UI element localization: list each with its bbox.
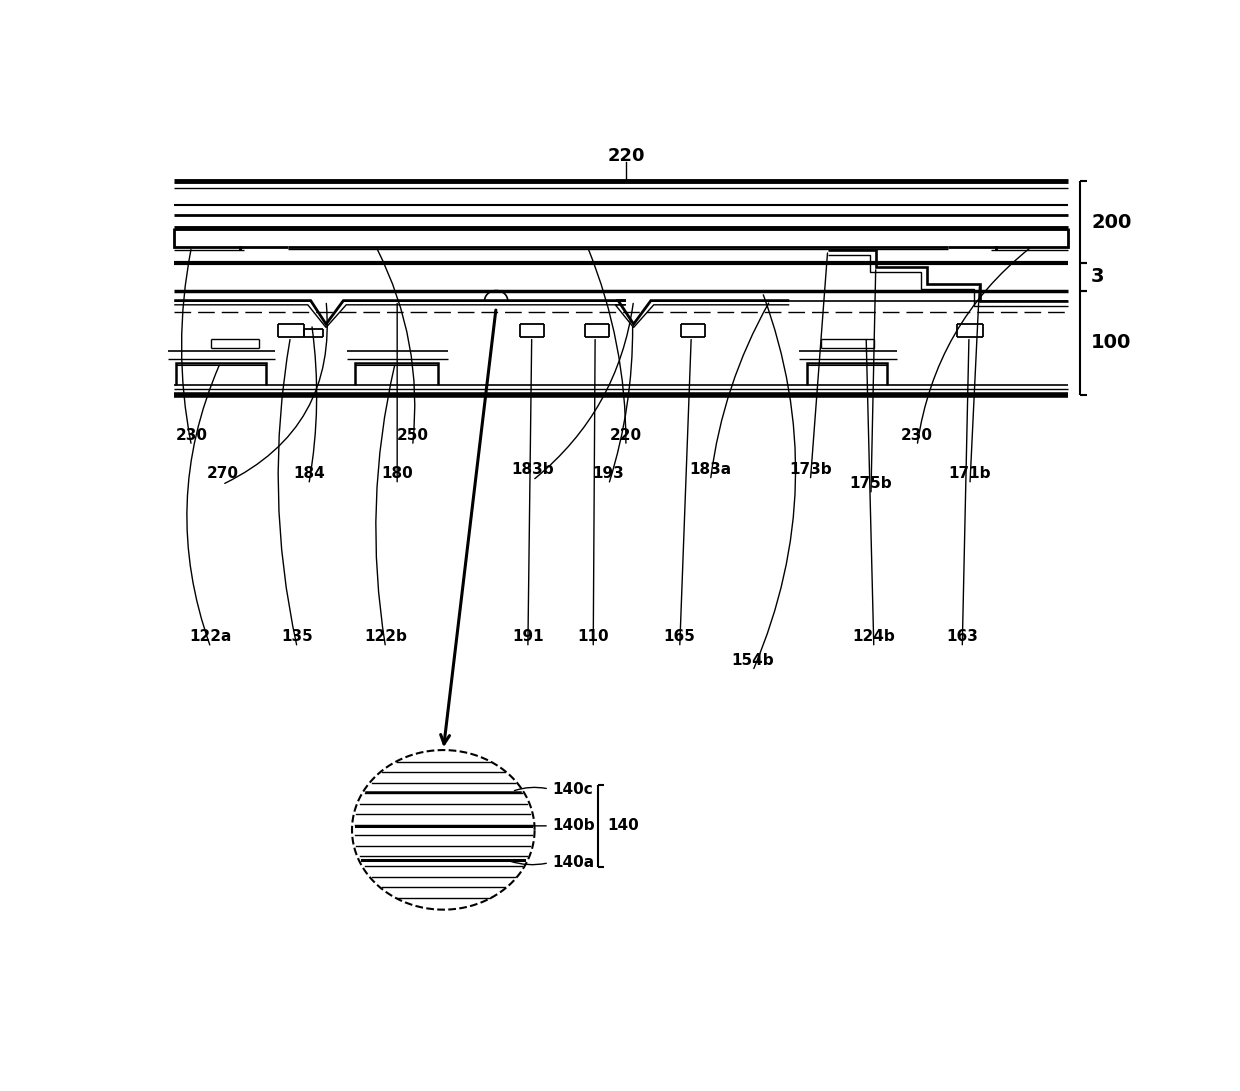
Text: 175b: 175b (849, 477, 893, 491)
Text: 122a: 122a (190, 630, 232, 644)
Text: 135: 135 (281, 630, 314, 644)
Text: 140c: 140c (552, 781, 593, 796)
Text: 140a: 140a (552, 855, 594, 871)
Text: 124b: 124b (852, 630, 895, 644)
Text: 230: 230 (176, 428, 207, 443)
Text: 193: 193 (593, 466, 625, 481)
Text: 165: 165 (663, 630, 696, 644)
Text: 154b: 154b (732, 652, 774, 668)
Text: 173b: 173b (789, 461, 832, 477)
Text: 270: 270 (206, 466, 238, 481)
Text: 171b: 171b (949, 466, 991, 481)
Text: 183b: 183b (511, 461, 554, 477)
Text: 163: 163 (946, 630, 978, 644)
Text: 122b: 122b (365, 630, 407, 644)
Text: 180: 180 (381, 466, 413, 481)
Text: 110: 110 (578, 630, 609, 644)
Text: 220: 220 (608, 147, 645, 165)
Text: 3: 3 (1091, 267, 1105, 286)
Text: 191: 191 (512, 630, 543, 644)
Text: 184: 184 (293, 466, 325, 481)
Text: 250: 250 (397, 428, 429, 443)
Text: 220: 220 (610, 428, 642, 443)
Text: 100: 100 (1091, 333, 1131, 352)
Text: 200: 200 (1091, 213, 1131, 231)
Text: 140b: 140b (552, 818, 594, 834)
Text: 140: 140 (608, 818, 640, 834)
Text: 183a: 183a (689, 461, 732, 477)
Text: 230: 230 (901, 428, 932, 443)
